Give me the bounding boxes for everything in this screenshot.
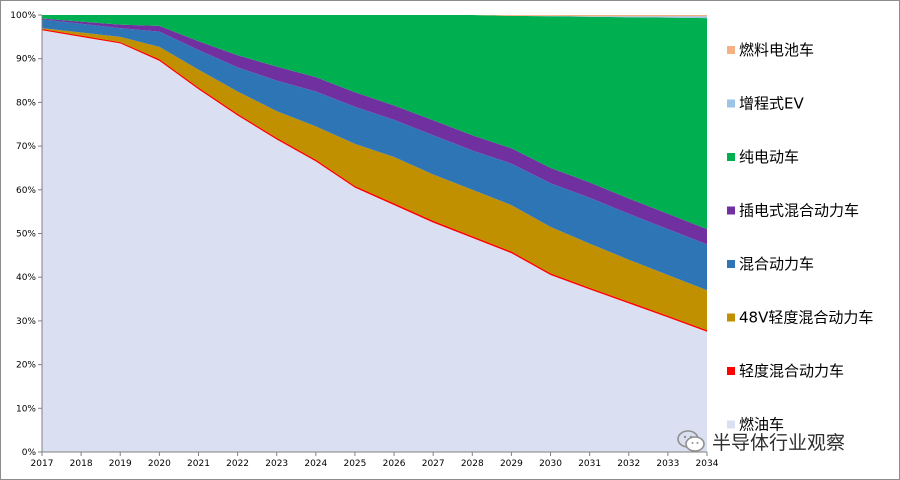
legend-label: 混合动力车 — [739, 255, 814, 273]
x-tick-label: 2017 — [31, 459, 54, 469]
wechat-icon — [677, 430, 705, 452]
y-tick-label: 40% — [16, 273, 36, 283]
x-tick-label: 2033 — [656, 459, 679, 469]
legend-label: 燃油车 — [739, 416, 784, 434]
x-tick-label: 2021 — [187, 459, 210, 469]
series-area-2 — [42, 28, 707, 331]
x-tick-label: 2020 — [148, 459, 171, 469]
x-tick-label: 2022 — [226, 459, 249, 469]
x-tick-label: 2023 — [265, 459, 288, 469]
y-tick-label: 10% — [16, 404, 36, 414]
y-tick-label: 70% — [16, 142, 36, 152]
legend-swatch — [727, 99, 735, 108]
legend-label: 轻度混合动力车 — [739, 362, 844, 380]
x-tick-label: 2025 — [343, 459, 366, 469]
legend-swatch — [727, 367, 735, 375]
legend-swatch — [727, 420, 735, 429]
x-tick-label: 2027 — [422, 459, 445, 469]
y-tick-label: 90% — [16, 55, 36, 65]
watermark: 半导体行业观察 — [676, 428, 845, 454]
x-tick-label: 2024 — [304, 459, 327, 469]
watermark-text: 半导体行业观察 — [712, 431, 846, 454]
legend-label: 纯电动车 — [739, 148, 799, 166]
legend-label: 燃料电池车 — [739, 41, 814, 59]
y-tick-label: 30% — [16, 317, 36, 327]
legend-label: 48V轻度混合动力车 — [739, 309, 873, 327]
y-tick-label: 80% — [16, 98, 36, 108]
legend-label: 插电式混合动力车 — [739, 202, 859, 220]
legend-swatch — [727, 153, 735, 161]
x-tick-label: 2034 — [696, 459, 719, 469]
y-tick-label: 100% — [10, 11, 36, 21]
y-tick-label: 20% — [16, 361, 36, 371]
y-tick-label: 60% — [16, 186, 36, 196]
x-tick-label: 2030 — [539, 459, 562, 469]
x-tick-label: 2028 — [461, 459, 484, 469]
series-area-7 — [42, 15, 707, 17]
series-area-0 — [42, 30, 707, 453]
legend-swatch — [727, 260, 735, 268]
x-tick-label: 2018 — [70, 459, 93, 469]
x-tick-label: 2031 — [578, 459, 601, 469]
legend-swatch — [727, 206, 735, 215]
series-area-3 — [42, 19, 707, 291]
y-tick-label: 0% — [22, 448, 37, 458]
y-tick-label: 50% — [16, 230, 36, 240]
legend-swatch — [727, 313, 735, 322]
x-tick-label: 2026 — [383, 459, 406, 469]
legend-swatch — [727, 46, 735, 54]
legend-label: 增程式EV — [739, 95, 804, 113]
x-tick-label: 2029 — [500, 459, 523, 469]
x-tick-label: 2019 — [109, 459, 132, 469]
x-tick-label: 2032 — [617, 459, 640, 469]
series-area-5 — [42, 15, 707, 230]
